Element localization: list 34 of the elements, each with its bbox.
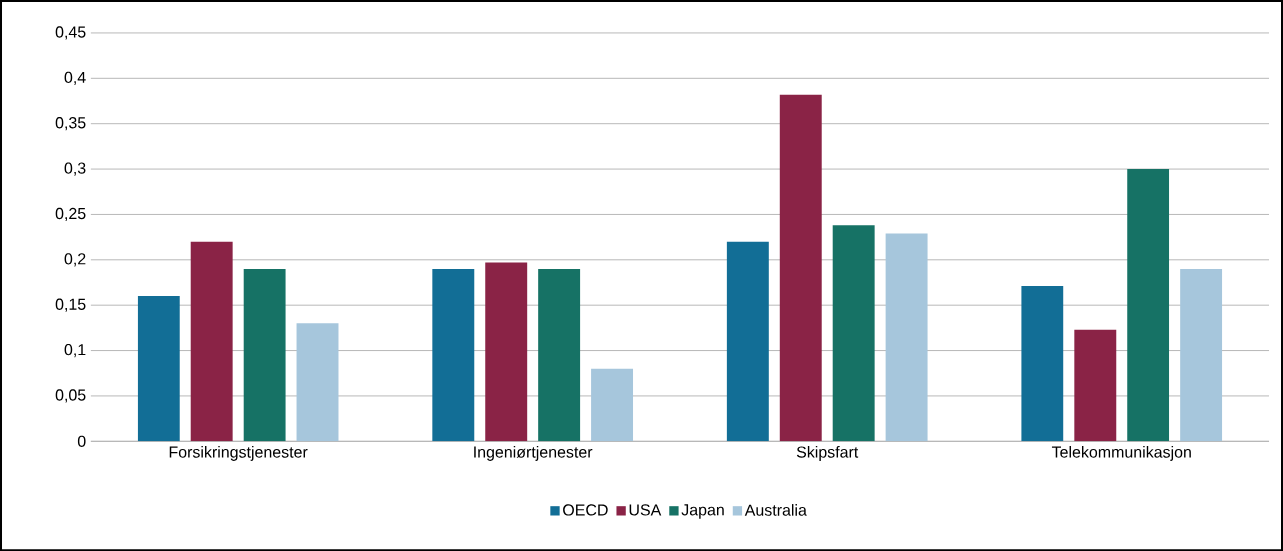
bar bbox=[1021, 286, 1064, 442]
bar bbox=[885, 233, 928, 442]
bar bbox=[832, 225, 875, 442]
legend-label: USA bbox=[629, 504, 662, 516]
y-tick-label: 0,25 bbox=[55, 207, 86, 221]
y-tick-label: 0,15 bbox=[55, 298, 86, 312]
bar bbox=[296, 323, 339, 442]
legend-label: OECD bbox=[563, 504, 608, 516]
y-tick-label: 0,35 bbox=[55, 117, 86, 131]
bar bbox=[243, 268, 286, 442]
bar bbox=[485, 262, 528, 442]
bar bbox=[538, 268, 581, 442]
x-tick-label: Telekommunikasjon bbox=[1051, 445, 1191, 461]
bar bbox=[1180, 268, 1223, 442]
x-tick-label: Skipsfart bbox=[796, 445, 859, 461]
bar bbox=[432, 268, 475, 442]
legend-label: Australia bbox=[744, 504, 807, 516]
bar bbox=[779, 94, 822, 442]
x-tick-label: Forsikringstjenester bbox=[169, 445, 308, 461]
y-tick-label: 0,2 bbox=[64, 253, 86, 267]
y-tick-label: 0 bbox=[77, 435, 86, 447]
bar bbox=[591, 368, 634, 442]
y-tick-label: 0,1 bbox=[64, 343, 86, 358]
bar bbox=[190, 241, 233, 442]
bar bbox=[726, 241, 769, 442]
y-tick-label: 0,3 bbox=[64, 162, 86, 176]
y-tick-label: 0,4 bbox=[64, 71, 86, 85]
bar bbox=[1127, 169, 1170, 442]
x-tick-label: Ingeniørtjenester bbox=[474, 445, 593, 461]
bar bbox=[137, 296, 180, 442]
bar bbox=[1074, 329, 1117, 442]
y-tick-label: 0,45 bbox=[55, 26, 86, 40]
y-tick-label: 0,05 bbox=[55, 389, 86, 403]
legend-label: Japan bbox=[681, 504, 724, 519]
